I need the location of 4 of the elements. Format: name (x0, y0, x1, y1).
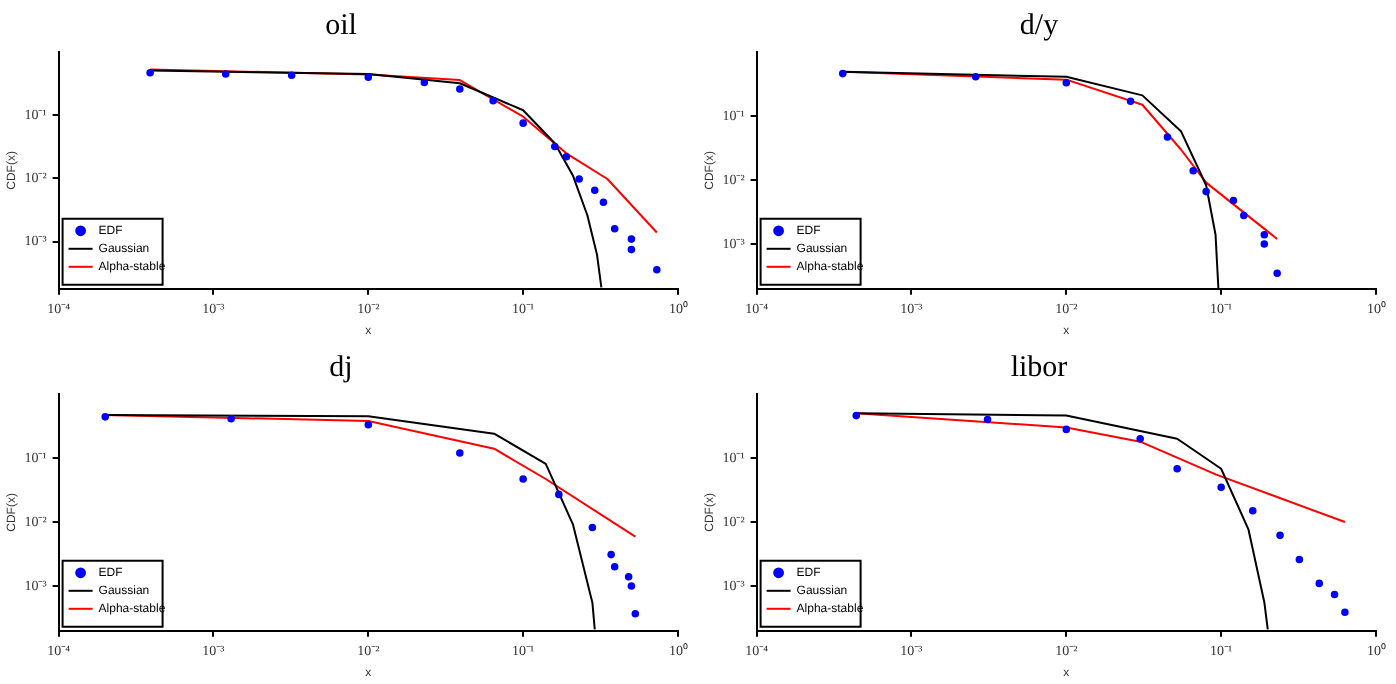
chart-title: oil (325, 9, 357, 42)
chart-title: d/y (1019, 9, 1060, 42)
chart-title: libor (1010, 351, 1068, 384)
chart-title: dj (329, 351, 353, 384)
